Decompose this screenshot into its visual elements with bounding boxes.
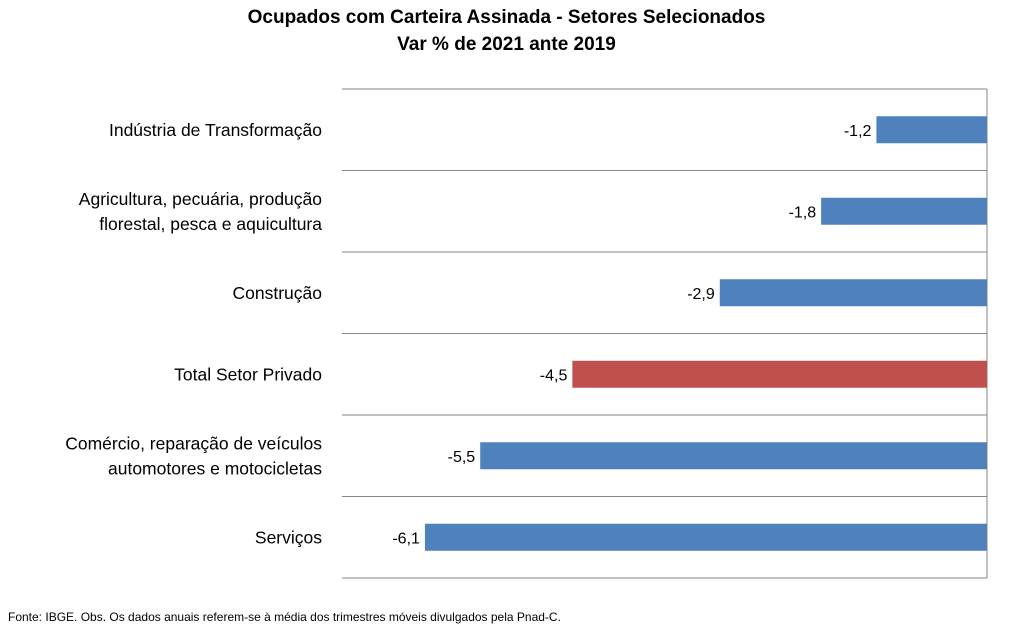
category-label: florestal, pesca e aquicultura [99, 214, 322, 234]
category-label: automotores e motocicletas [108, 458, 322, 478]
bar [572, 360, 987, 388]
category-label: Comércio, reparação de veículos [65, 433, 322, 453]
bar [876, 116, 987, 144]
data-label: -5,5 [448, 449, 476, 466]
chart-subtitle: Var % de 2021 ante 2019 [397, 34, 616, 55]
category-label: Indústria de Transformação [109, 120, 322, 140]
bar [719, 279, 987, 307]
data-label: -2,9 [687, 286, 715, 303]
chart-title: Ocupados com Carteira Assinada - Setores… [247, 7, 766, 28]
source-footnote: Fonte: IBGE. Obs. Os dados anuais refere… [8, 610, 561, 624]
category-label: Serviços [255, 527, 322, 547]
bar [821, 197, 987, 225]
data-label: -4,5 [540, 367, 568, 384]
bar [424, 523, 987, 551]
category-label: Agricultura, pecuária, produção [79, 189, 322, 209]
bar [480, 442, 987, 470]
category-label: Total Setor Privado [174, 364, 322, 384]
data-label: -6,1 [392, 530, 420, 547]
data-label: -1,8 [789, 204, 817, 221]
category-label: Construção [233, 283, 323, 303]
data-label: -1,2 [844, 123, 872, 140]
